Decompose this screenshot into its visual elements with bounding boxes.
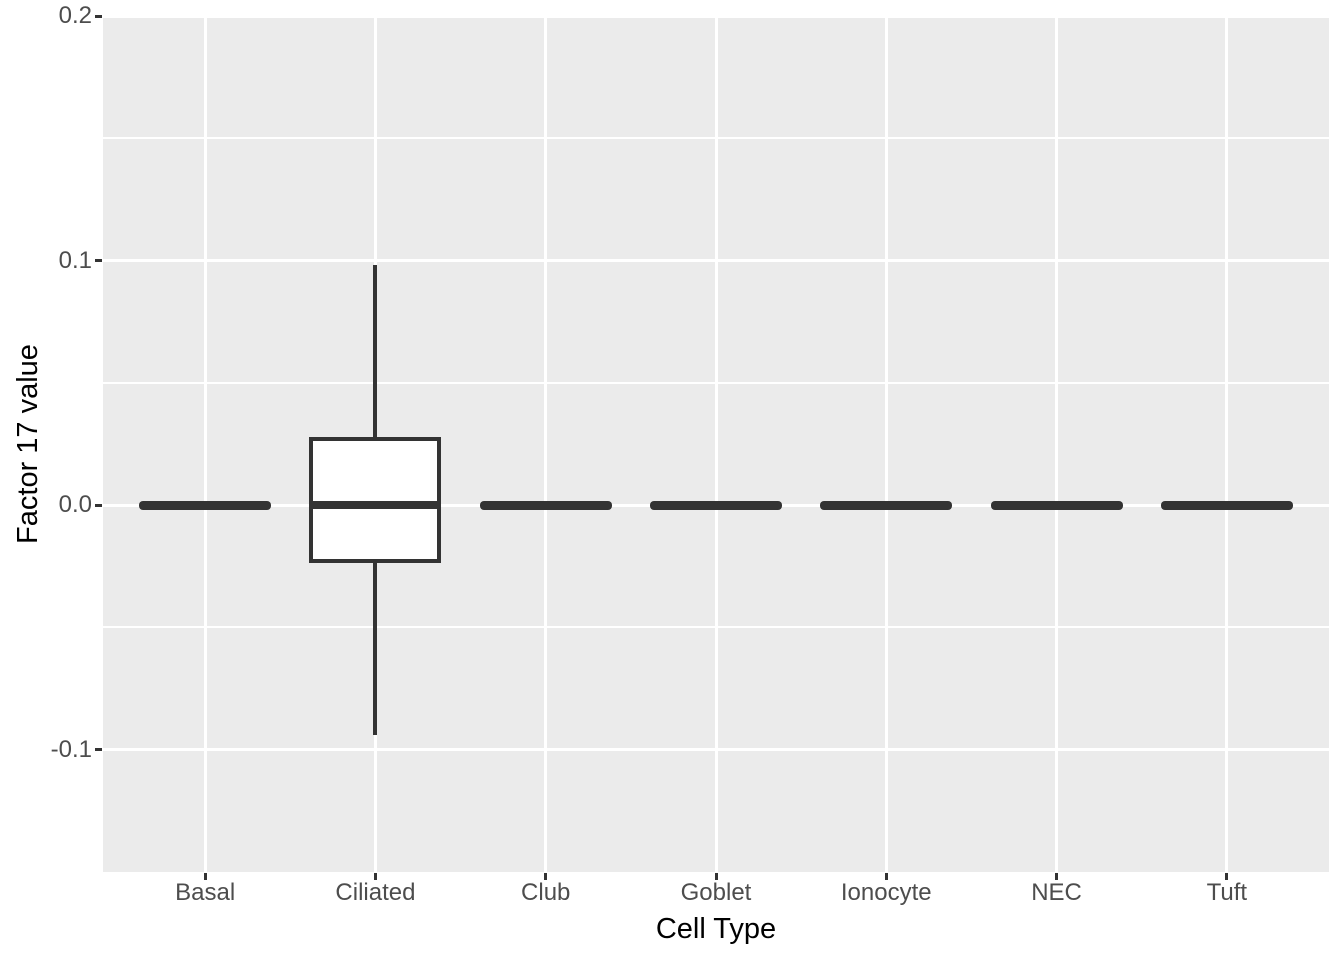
boxplot-upper-whisker bbox=[373, 265, 378, 440]
boxplot-box bbox=[309, 437, 442, 564]
x-tick-mark bbox=[203, 873, 207, 880]
x-tick-label: Goblet bbox=[680, 879, 752, 906]
y-tick-mark bbox=[95, 748, 102, 752]
boxplot-flat-box bbox=[1160, 500, 1293, 510]
x-major-gridline bbox=[203, 16, 207, 872]
y-tick-mark bbox=[95, 14, 102, 18]
boxplot-flat-box bbox=[139, 500, 272, 510]
x-tick-label: Club bbox=[521, 879, 571, 906]
x-tick-mark bbox=[1225, 873, 1229, 880]
x-tick-mark bbox=[884, 873, 888, 880]
boxplot-median bbox=[313, 501, 438, 510]
x-tick-label: NEC bbox=[1031, 879, 1082, 906]
y-tick-label: 0.1 bbox=[58, 246, 92, 274]
boxplot-flat-box bbox=[820, 500, 953, 510]
boxplot-flat-box bbox=[650, 500, 782, 510]
x-tick-mark bbox=[714, 873, 718, 880]
x-tick-mark bbox=[1055, 873, 1059, 880]
boxplot-flat-box bbox=[479, 500, 612, 510]
x-tick-label: Tuft bbox=[1206, 879, 1248, 906]
x-tick-mark bbox=[373, 873, 377, 880]
x-tick-mark bbox=[544, 873, 548, 880]
x-major-gridline bbox=[884, 16, 888, 872]
y-axis-title: Factor 17 value bbox=[12, 344, 44, 544]
boxplot-flat-box bbox=[990, 500, 1123, 510]
x-major-gridline bbox=[544, 16, 548, 872]
x-major-gridline bbox=[1225, 16, 1229, 872]
x-major-gridline bbox=[1055, 16, 1059, 872]
y-tick-label: 0.2 bbox=[58, 2, 92, 29]
x-major-gridline bbox=[714, 16, 718, 872]
y-tick-mark bbox=[95, 259, 102, 263]
x-tick-label: Basal bbox=[175, 879, 236, 906]
x-tick-label: Ionocyte bbox=[840, 879, 932, 906]
x-tick-label: Ciliated bbox=[335, 879, 416, 906]
plot-panel bbox=[103, 16, 1329, 872]
x-axis-title: Cell Type bbox=[655, 913, 777, 945]
boxplot-lower-whisker bbox=[373, 561, 378, 736]
y-tick-label: -0.1 bbox=[50, 735, 92, 763]
y-tick-label: 0.0 bbox=[58, 491, 92, 519]
y-tick-mark bbox=[95, 503, 102, 507]
